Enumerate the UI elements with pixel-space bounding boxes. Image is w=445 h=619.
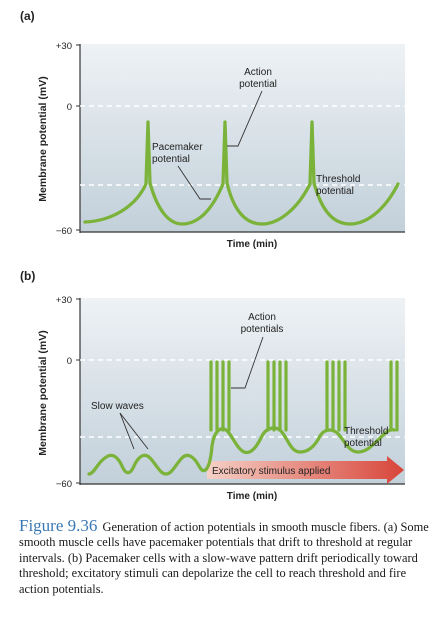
panel-a-tick-label-60: −60 [56,226,72,237]
figure-graphic: (a) +30 0 −60 Membrane potential (mV) Ti… [20,9,405,502]
panel-a-action-potential-label-2: potential [239,79,277,90]
panel-b-spike-burst-1 [209,360,231,432]
panel-b-tick-label-30: +30 [56,295,72,306]
panel-b-tick-label-0: 0 [67,356,72,367]
panel-b-spike-burst-3 [325,360,347,432]
slow-waves-leader-2 [119,412,149,450]
stimulus-label: Excitatory stimulus applied [212,466,330,477]
panel-a-threshold-label-1: Threshold [316,174,360,185]
panel-b-spike-burst-4 [389,360,399,432]
panel-a-threshold-label-2: potential [316,186,354,197]
panel-a-pacemaker-label-1: Pacemaker [152,142,203,153]
panel-a-background [80,44,405,232]
panel-b: (b) +30 0 −60 Membrane potential (mV) Ti… [20,269,405,502]
panel-b-action-potentials-label-1: Action [248,312,276,323]
panel-b-label: (b) [20,269,35,283]
panel-a-tick-label-30: +30 [56,41,72,52]
panel-b-y-axis-title: Membrane potential (mV) [37,330,49,455]
panel-a-action-potential-leader [227,90,263,147]
panel-b-threshold-label-2: potential [344,438,382,449]
panel-a-pacemaker-label-2: potential [152,154,190,165]
panel-b-action-potentials-label-2: potentials [241,324,284,335]
panel-a: (a) +30 0 −60 Membrane potential (mV) Ti… [20,9,405,250]
panel-a-pacemaker-leader [177,165,211,200]
panel-a-tick-label-0: 0 [67,102,72,113]
stimulus-arrow [207,456,404,484]
slow-waves-label: Slow waves [91,401,144,412]
panel-a-action-potential-label-1: Action [244,67,272,78]
caption-text: Generation of action potentials in smoot… [19,520,429,596]
panel-a-y-axis-title: Membrane potential (mV) [37,76,49,201]
panel-a-x-axis-title: Time (min) [227,239,277,250]
panel-b-tick-label-60: −60 [56,479,72,490]
panel-b-x-axis-title: Time (min) [227,491,277,502]
figure-caption: Figure 9.36 Generation of action potenti… [19,516,429,597]
panel-b-threshold-label-1: Threshold [344,426,388,437]
panel-b-spike-burst-2 [266,360,288,432]
panel-a-trace [83,120,400,226]
figure-number: Figure 9.36 [19,516,98,535]
panel-a-label: (a) [20,9,35,23]
slow-waves-leader-1 [119,412,135,450]
panel-b-slow-wave-trace [87,426,396,476]
panel-b-action-potentials-leader [231,336,264,389]
